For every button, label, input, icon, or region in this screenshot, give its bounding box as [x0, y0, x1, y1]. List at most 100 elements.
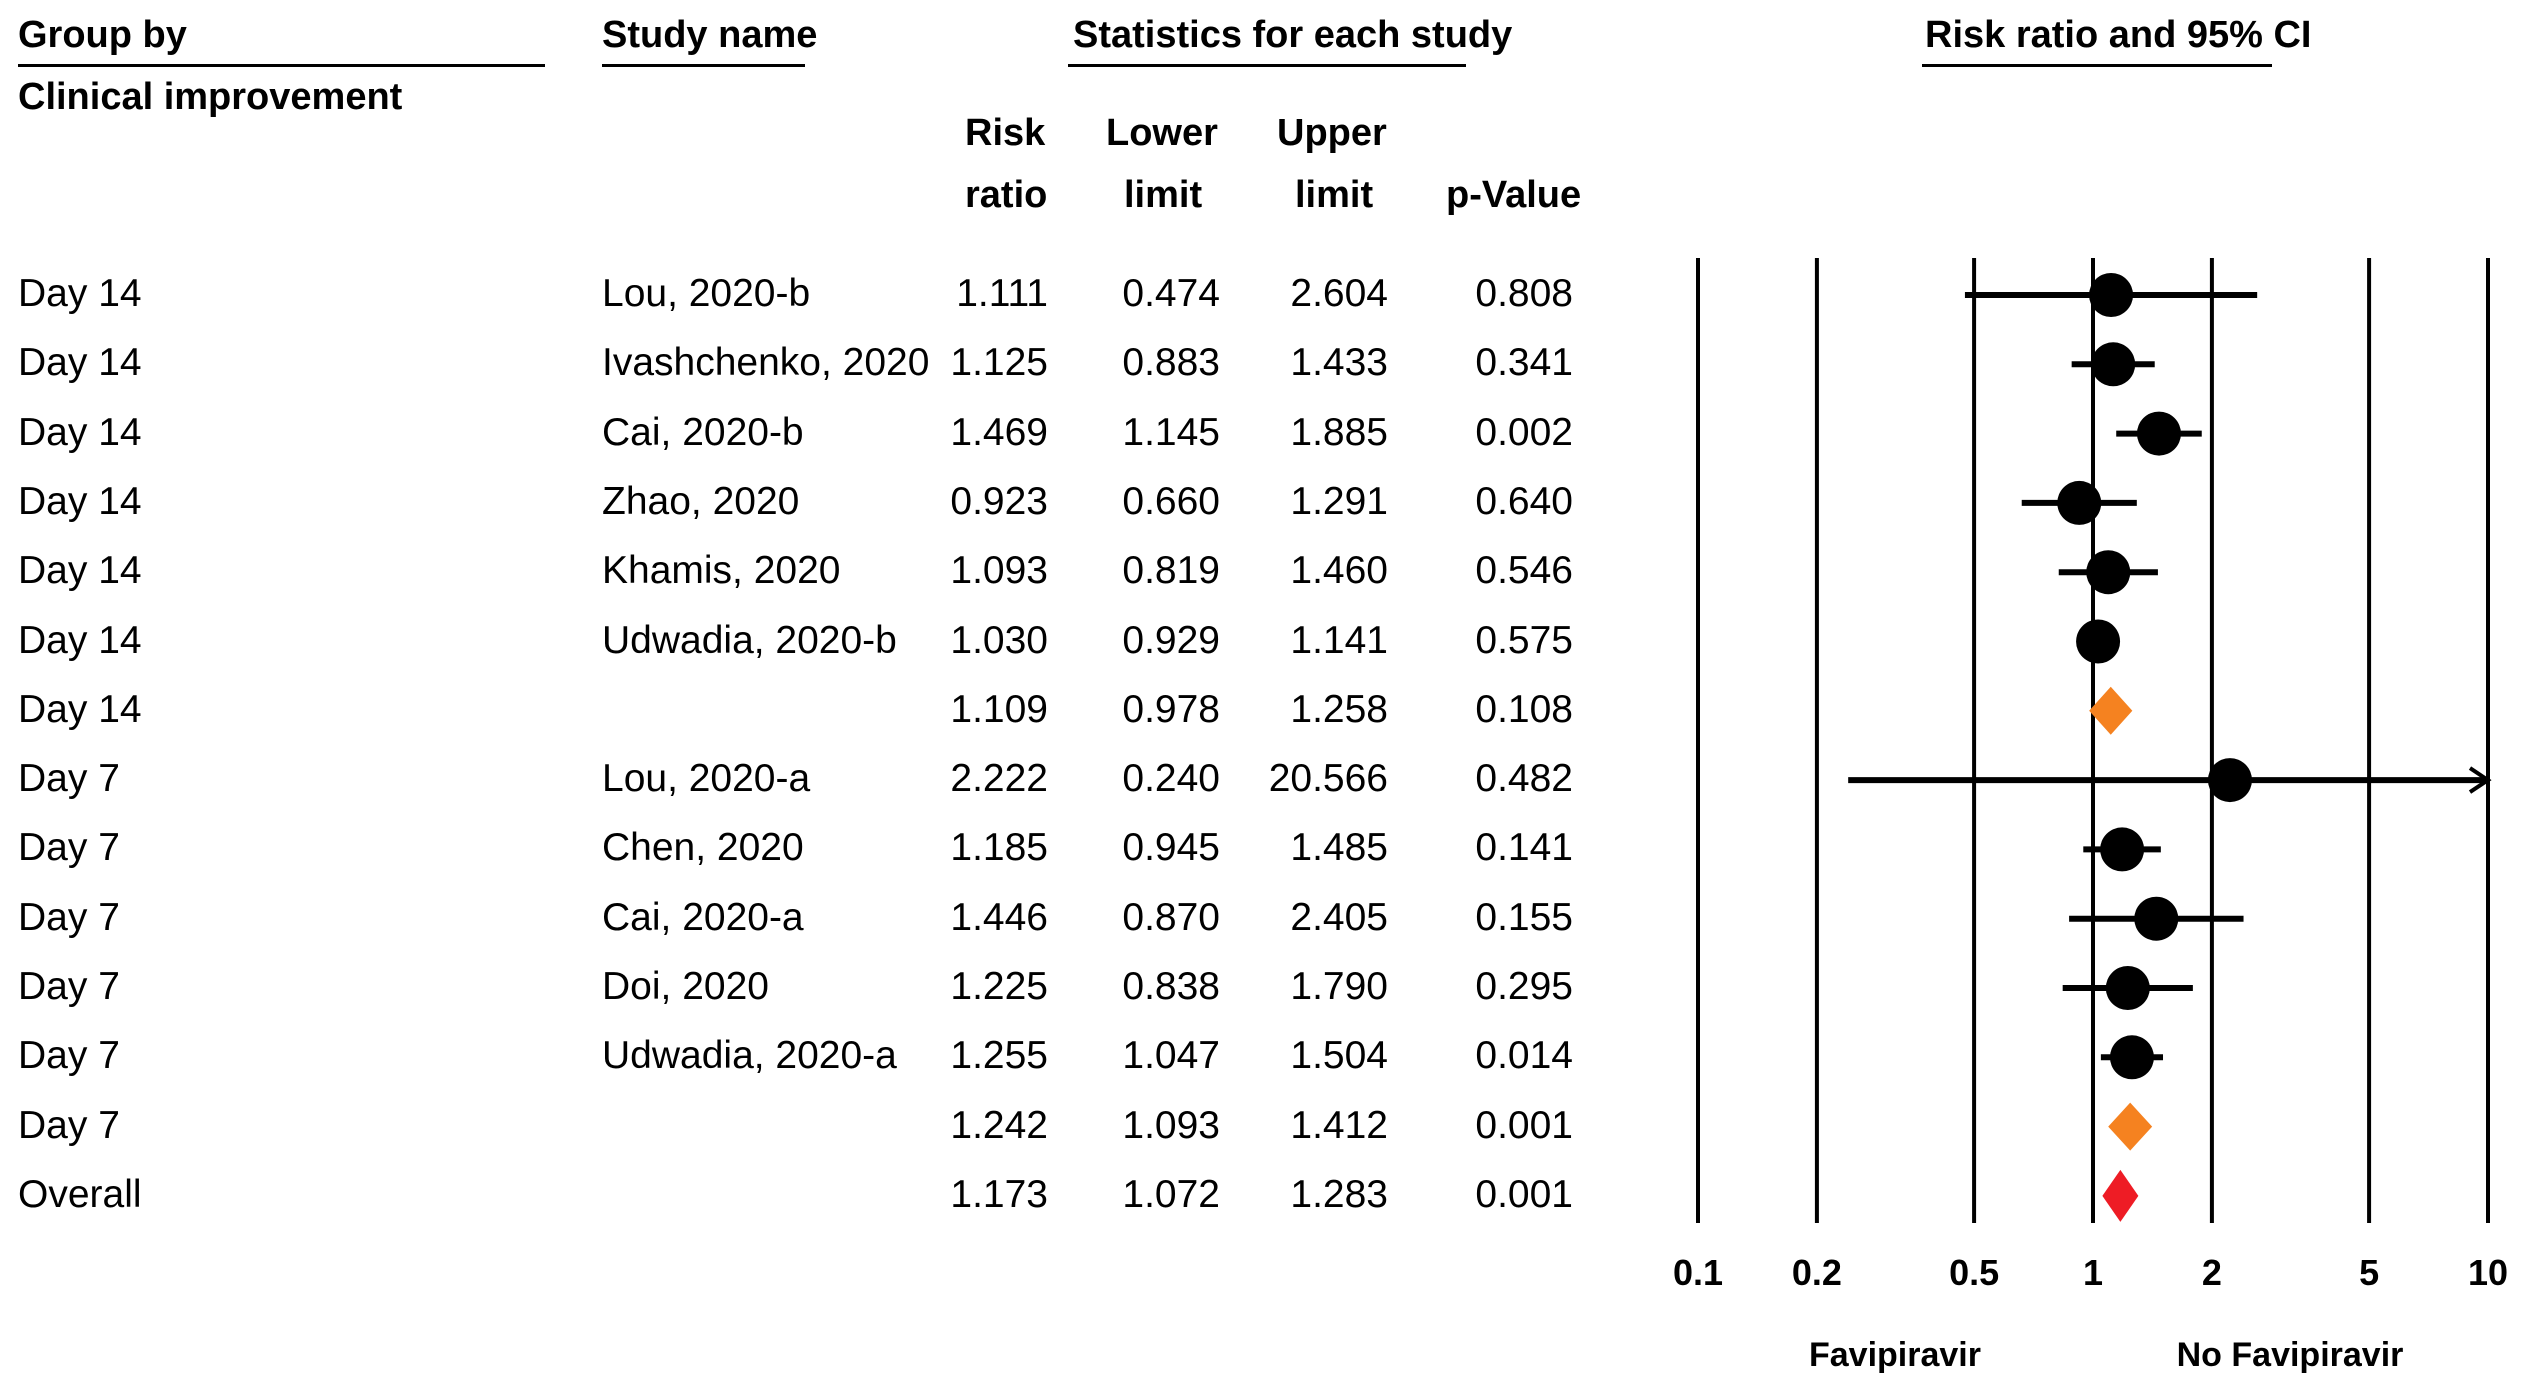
group-cell: Day 14 — [18, 410, 142, 454]
risk-ratio-cell: 1.093 — [950, 549, 1048, 593]
study-cell: Khamis, 2020 — [602, 549, 841, 593]
point-estimate — [2100, 827, 2145, 872]
risk-ratio-cell: 1.125 — [950, 341, 1048, 385]
lower-limit-header-2: limit — [1124, 174, 1203, 216]
risk-ratio-cell: 1.111 — [956, 272, 1048, 315]
point-estimate — [2076, 619, 2121, 664]
lower-limit-cell: 0.978 — [1122, 687, 1220, 731]
risk-ratio-header-1: Risk — [965, 112, 1046, 154]
group-cell: Day 7 — [18, 895, 120, 939]
pvalue-cell: 0.482 — [1475, 757, 1573, 801]
lower-limit-header-1: Lower — [1106, 112, 1218, 154]
upper-limit-cell: 2.604 — [1290, 272, 1388, 315]
upper-limit-cell: 1.283 — [1290, 1172, 1388, 1216]
subtotal-diamond — [2089, 686, 2133, 735]
pvalue-header: p-Value — [1446, 174, 1582, 216]
lower-limit-cell: 0.929 — [1122, 618, 1220, 662]
risk-ratio-cell: 1.469 — [950, 410, 1048, 454]
lower-limit-cell: 0.870 — [1122, 895, 1220, 939]
group-cell: Day 7 — [18, 1034, 120, 1078]
upper-limit-cell: 2.405 — [1290, 895, 1388, 939]
risk-ratio-cell: 1.030 — [950, 618, 1048, 662]
pvalue-cell: 0.001 — [1475, 1172, 1573, 1216]
group-cell: Day 14 — [18, 341, 142, 385]
study-cell: Lou, 2020-a — [602, 757, 811, 801]
upper-limit-cell: 1.291 — [1290, 479, 1388, 523]
group-cell: Overall — [18, 1172, 142, 1216]
lower-limit-cell: 1.047 — [1122, 1034, 1220, 1078]
pvalue-cell: 0.640 — [1475, 479, 1573, 523]
study-cell: Udwadia, 2020-b — [602, 618, 897, 662]
point-estimate — [2086, 550, 2131, 595]
upper-limit-cell: 1.460 — [1290, 549, 1388, 593]
lower-limit-cell: 1.072 — [1122, 1172, 1220, 1216]
risk-ratio-cell: 1.173 — [950, 1172, 1048, 1216]
group-cell: Day 14 — [18, 479, 142, 523]
pvalue-cell: 0.141 — [1475, 826, 1573, 870]
risk-ratio-cell: 1.255 — [950, 1034, 1048, 1078]
pvalue-cell: 0.575 — [1475, 618, 1573, 662]
pvalue-cell: 0.546 — [1475, 549, 1573, 593]
group-cell: Day 7 — [18, 965, 120, 1008]
x-tick-label: 5 — [2359, 1252, 2379, 1293]
study-cell: Doi, 2020 — [602, 965, 769, 1008]
pvalue-cell: 0.001 — [1475, 1103, 1573, 1147]
point-estimate — [2134, 896, 2179, 941]
upper-limit-header-2: limit — [1295, 174, 1374, 216]
x-tick-label: 1 — [2083, 1252, 2103, 1293]
ci-arrow — [2468, 766, 2492, 794]
study-cell: Lou, 2020-b — [602, 272, 811, 315]
point-estimate — [2089, 273, 2134, 317]
point-estimate — [2207, 758, 2252, 803]
risk-ratio-cell: 1.242 — [950, 1103, 1048, 1147]
x-tick-label: 0.2 — [1792, 1252, 1842, 1293]
upper-limit-cell: 1.412 — [1290, 1103, 1388, 1147]
point-estimate — [2105, 966, 2150, 1010]
plot-underline — [1922, 64, 2272, 67]
x-tick-label: 10 — [2468, 1252, 2508, 1293]
upper-limit-cell: 1.485 — [1290, 826, 1388, 870]
risk-ratio-cell: 1.446 — [950, 895, 1048, 939]
risk-ratio-cell: 0.923 — [950, 479, 1048, 523]
study-cell: Cai, 2020-b — [602, 410, 804, 454]
risk-ratio-cell: 2.222 — [950, 757, 1048, 801]
risk-ratio-cell: 1.109 — [950, 687, 1048, 731]
group-subheader: Clinical improvement — [18, 76, 403, 118]
pvalue-cell: 0.155 — [1475, 895, 1573, 939]
study-cell: Ivashchenko, 2020 — [602, 341, 930, 385]
group-by-underline — [18, 64, 545, 67]
point-estimate — [2057, 480, 2102, 525]
lower-limit-cell: 1.093 — [1122, 1103, 1220, 1147]
risk-ratio-cell: 1.185 — [950, 826, 1048, 870]
group-cell: Day 7 — [18, 826, 120, 870]
group-cell: Day 14 — [18, 618, 142, 662]
point-estimate — [2136, 411, 2181, 456]
x-tick-label: 0.5 — [1949, 1252, 1999, 1293]
pvalue-cell: 0.002 — [1475, 410, 1573, 454]
pvalue-cell: 0.014 — [1475, 1034, 1573, 1078]
upper-limit-cell: 1.433 — [1290, 341, 1388, 385]
group-cell: Day 7 — [18, 1103, 120, 1147]
group-by-header: Group by — [18, 14, 187, 56]
plot-header: Risk ratio and 95% CI — [1925, 14, 2312, 56]
label-right: No Favipiravir — [2177, 1336, 2404, 1374]
point-estimate — [2091, 342, 2136, 387]
study-name-underline — [602, 64, 805, 67]
lower-limit-cell: 0.838 — [1122, 965, 1220, 1008]
lower-limit-cell: 0.660 — [1122, 479, 1220, 523]
study-cell: Cai, 2020-a — [602, 895, 804, 939]
group-cell: Day 7 — [18, 757, 120, 801]
pvalue-cell: 0.808 — [1475, 272, 1573, 315]
lower-limit-cell: 0.883 — [1122, 341, 1220, 385]
upper-limit-cell: 1.790 — [1290, 965, 1388, 1008]
upper-limit-cell: 1.504 — [1290, 1034, 1388, 1078]
study-cell: Udwadia, 2020-a — [602, 1034, 897, 1078]
upper-limit-cell: 20.566 — [1268, 757, 1388, 801]
group-cell: Day 14 — [18, 687, 142, 731]
stats-header: Statistics for each study — [1073, 14, 1513, 56]
upper-limit-cell: 1.258 — [1290, 687, 1388, 731]
lower-limit-cell: 0.240 — [1122, 757, 1220, 801]
x-tick-label: 0.1 — [1673, 1252, 1723, 1293]
label-left: Favipiravir — [1809, 1336, 1981, 1374]
